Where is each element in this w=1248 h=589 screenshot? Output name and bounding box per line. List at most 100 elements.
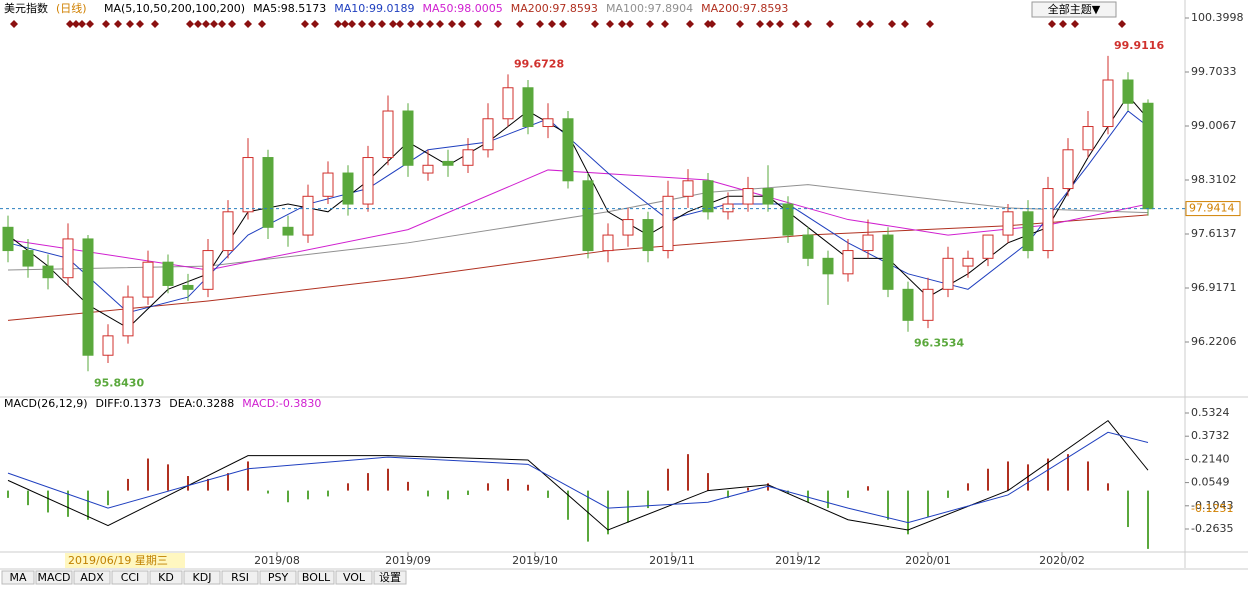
tab-label[interactable]: CCI [121,571,140,584]
tab[interactable] [221,570,259,585]
event-marker[interactable] [66,20,74,28]
header-text: DEA:0.3288 [169,397,234,410]
event-marker[interactable] [202,20,210,28]
event-marker[interactable] [766,20,774,28]
event-marker[interactable] [856,20,864,28]
event-marker[interactable] [888,20,896,28]
event-marker[interactable] [301,20,309,28]
event-marker[interactable] [407,20,415,28]
event-marker[interactable] [10,20,18,28]
tab[interactable] [373,570,407,585]
event-marker[interactable] [358,20,366,28]
event-marker[interactable] [458,20,466,28]
header-text: MA200:97.8593 [701,2,788,15]
event-marker[interactable] [736,20,744,28]
event-marker[interactable] [926,20,934,28]
event-marker[interactable] [258,20,266,28]
event-marker[interactable] [804,20,812,28]
tab-label[interactable]: BOLL [302,571,331,584]
event-marker[interactable] [151,20,159,28]
event-marker[interactable] [901,20,909,28]
event-marker[interactable] [448,20,456,28]
event-marker[interactable] [559,20,567,28]
tab[interactable] [297,570,335,585]
event-marker[interactable] [661,20,669,28]
event-marker[interactable] [311,20,319,28]
event-marker[interactable] [474,20,482,28]
event-marker[interactable] [686,20,694,28]
event-marker[interactable] [591,20,599,28]
candle-body [622,219,634,236]
event-marker[interactable] [826,20,834,28]
tab-label[interactable]: MA [9,571,26,584]
event-marker[interactable] [114,20,122,28]
event-marker[interactable] [244,20,252,28]
event-marker[interactable] [494,20,502,28]
tab[interactable] [149,570,183,585]
event-marker[interactable] [218,20,226,28]
event-marker[interactable] [618,20,626,28]
event-marker[interactable] [436,20,444,28]
event-marker[interactable] [646,20,654,28]
tab-label[interactable]: KD [158,571,174,584]
event-marker[interactable] [228,20,236,28]
candle-body [42,265,54,279]
event-marker[interactable] [516,20,524,28]
tab-label[interactable]: ADX [80,571,104,584]
event-marker[interactable] [78,20,86,28]
header-text: MA200:97.8593 [511,2,598,15]
tab[interactable] [35,570,73,585]
event-marker[interactable] [606,20,614,28]
theme-button[interactable] [1031,1,1117,18]
event-marker[interactable] [86,20,94,28]
event-marker[interactable] [389,20,397,28]
candle-body [902,288,914,321]
tab[interactable] [1,570,35,585]
theme-button-label[interactable]: 全部主题▼ [1048,2,1101,16]
event-marker[interactable] [186,20,194,28]
event-marker[interactable] [194,20,202,28]
tab-label[interactable]: 设置 [379,571,401,584]
event-marker[interactable] [341,20,349,28]
event-marker[interactable] [1048,20,1056,28]
event-marker[interactable] [548,20,556,28]
tab-label[interactable]: MACD [38,571,71,584]
event-marker[interactable] [708,20,716,28]
tab-label[interactable]: RSI [231,571,249,584]
tab-label[interactable]: VOL [343,571,366,584]
event-marker[interactable] [426,20,434,28]
candle-body [642,219,654,252]
tab-label[interactable]: KDJ [193,571,212,584]
event-marker[interactable] [756,20,764,28]
price-annotation: 96.3534 [914,337,964,350]
tab[interactable] [335,570,373,585]
tab[interactable] [183,570,221,585]
event-marker[interactable] [776,20,784,28]
event-marker[interactable] [1059,20,1067,28]
event-marker[interactable] [102,20,110,28]
tab-label[interactable]: PSY [268,571,289,584]
event-marker[interactable] [792,20,800,28]
event-marker[interactable] [368,20,376,28]
event-marker[interactable] [536,20,544,28]
event-marker[interactable] [136,20,144,28]
header-text: MA50:98.0005 [423,2,503,15]
event-marker[interactable] [378,20,386,28]
event-marker[interactable] [416,20,424,28]
x-tick-label: 2019/11 [649,554,695,567]
event-marker[interactable] [1118,20,1126,28]
event-marker[interactable] [210,20,218,28]
event-marker[interactable] [126,20,134,28]
candle-body [422,164,434,174]
tab[interactable] [111,570,149,585]
event-marker[interactable] [396,20,404,28]
tab[interactable] [259,570,297,585]
event-marker[interactable] [866,20,874,28]
event-marker[interactable] [1071,20,1079,28]
candle-body [982,234,994,259]
event-marker[interactable] [334,20,342,28]
event-marker[interactable] [72,20,80,28]
event-marker[interactable] [626,20,634,28]
tab[interactable] [73,570,111,585]
event-marker[interactable] [348,20,356,28]
